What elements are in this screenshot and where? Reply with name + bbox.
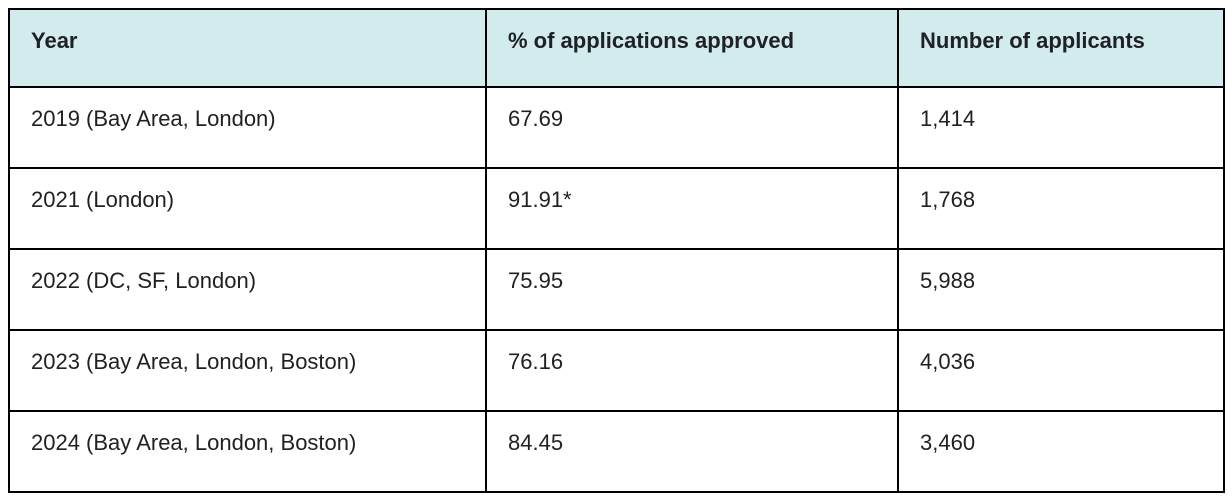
cell-number-applicants: 1,414 <box>897 86 1225 169</box>
cell-year: 2024 (Bay Area, London, Boston) <box>8 410 487 493</box>
cell-year: 2023 (Bay Area, London, Boston) <box>8 329 487 412</box>
cell-percent-approved: 67.69 <box>485 86 899 169</box>
cell-number-applicants: 1,768 <box>897 167 1225 250</box>
cell-percent-approved: 84.45 <box>485 410 899 493</box>
cell-number-applicants: 3,460 <box>897 410 1225 493</box>
table-header-row: Year % of applications approved Number o… <box>8 8 1225 88</box>
table-row: 2019 (Bay Area, London) 67.69 1,414 <box>8 86 1225 169</box>
table-row: 2022 (DC, SF, London) 75.95 5,988 <box>8 248 1225 331</box>
header-year: Year <box>8 8 487 88</box>
cell-year: 2021 (London) <box>8 167 487 250</box>
cell-percent-approved: 76.16 <box>485 329 899 412</box>
cell-percent-approved: 91.91* <box>485 167 899 250</box>
cell-number-applicants: 5,988 <box>897 248 1225 331</box>
table-row: 2023 (Bay Area, London, Boston) 76.16 4,… <box>8 329 1225 412</box>
cell-percent-approved: 75.95 <box>485 248 899 331</box>
header-number-applicants: Number of applicants <box>897 8 1225 88</box>
cell-year: 2022 (DC, SF, London) <box>8 248 487 331</box>
cell-year: 2019 (Bay Area, London) <box>8 86 487 169</box>
cell-number-applicants: 4,036 <box>897 329 1225 412</box>
table-row: 2024 (Bay Area, London, Boston) 84.45 3,… <box>8 410 1225 493</box>
header-percent-approved: % of applications approved <box>485 8 899 88</box>
applications-table: Year % of applications approved Number o… <box>8 8 1225 493</box>
table-row: 2021 (London) 91.91* 1,768 <box>8 167 1225 250</box>
